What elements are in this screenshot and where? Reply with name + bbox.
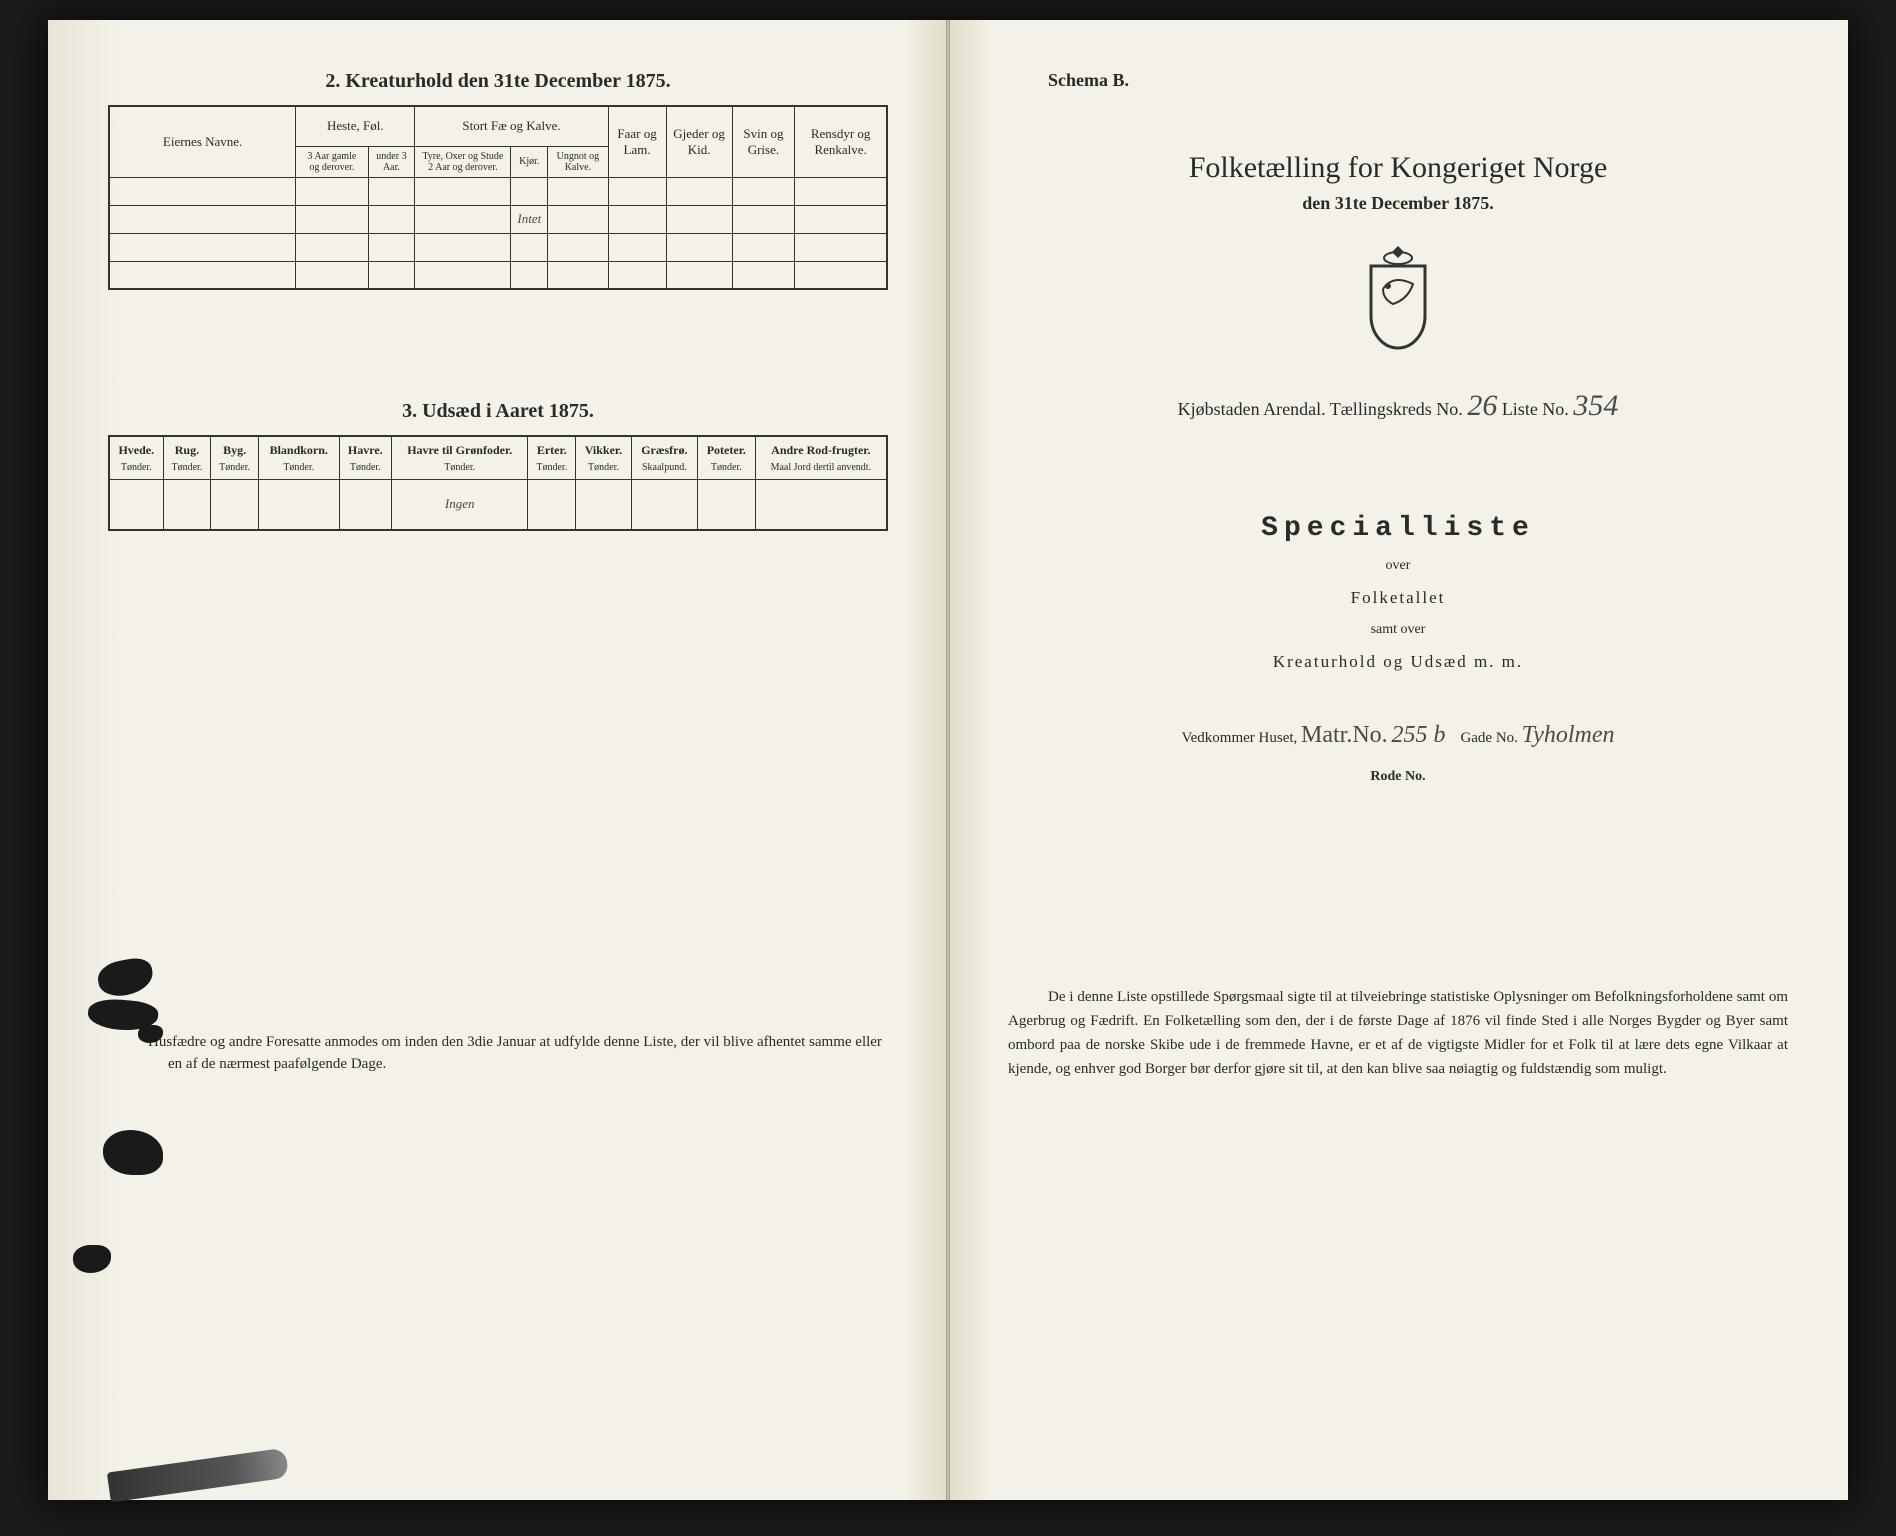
t3-cell <box>697 480 755 530</box>
specialliste-heading: Specialliste <box>1008 513 1788 544</box>
t3-cell <box>528 480 576 530</box>
bottom-paragraph: De i denne Liste opstillede Spørgsmaal s… <box>1008 985 1788 1081</box>
col-rensdyr: Rensdyr og Renkalve. <box>795 106 887 177</box>
table-cell <box>109 261 296 289</box>
vedkommer-line: Vedkommer Huset, Matr.No. 255 b Gade No.… <box>1008 722 1788 749</box>
t3-cell <box>631 480 697 530</box>
kreds-line: Kjøbstaden Arendal. Tællingskreds No. 26… <box>1008 389 1788 423</box>
t3-cell <box>339 480 391 530</box>
section-2-title: 2. Kreaturhold den 31te December 1875. <box>108 70 888 93</box>
rode-label: Rode No. <box>1008 769 1788 785</box>
schema-label: Schema B. <box>1048 70 1788 91</box>
t3-col: Havre til Grønfoder.Tønder. <box>391 436 527 480</box>
t3-cell: Ingen <box>391 480 527 530</box>
t3-col: Poteter.Tønder. <box>697 436 755 480</box>
inkblot <box>95 955 155 999</box>
table-udsaed: Hvede.Tønder.Rug.Tønder.Byg.Tønder.Bland… <box>108 435 888 531</box>
grp-heste: Heste, Føl. <box>296 106 415 146</box>
col-faar: Faar og Lam. <box>608 106 666 177</box>
t3-col: Erter.Tønder. <box>528 436 576 480</box>
section-3-title: 3. Udsæd i Aaret 1875. <box>108 400 888 423</box>
t3-cell <box>211 480 259 530</box>
ved-label: Vedkommer Huset, <box>1181 730 1297 746</box>
liste-no: 354 <box>1573 389 1618 422</box>
kjob-label: Kjøbstaden Arendal. Tællingskreds No. <box>1178 399 1463 419</box>
ved-gade-label: Gade No. <box>1460 730 1517 746</box>
pen-corner <box>107 1448 289 1503</box>
t3-col: Hvede.Tønder. <box>109 436 163 480</box>
right-page: Schema B. Folketælling for Kongeriget No… <box>948 20 1848 1500</box>
col-gjeder: Gjeder og Kid. <box>666 106 732 177</box>
page-subtitle: den 31te December 1875. <box>1008 193 1788 214</box>
t3-cell <box>755 480 887 530</box>
kreds-no: 26 <box>1467 389 1497 422</box>
stort-c: Ungnot og Kalve. <box>548 146 608 177</box>
stort-a: Tyre, Oxer og Stude 2 Aar og derover. <box>415 146 511 177</box>
footnote: Husfædre og andre Foresatte anmodes om i… <box>108 1031 888 1076</box>
stort-b: Kjør. <box>511 146 548 177</box>
table-cell <box>109 177 296 205</box>
hand-icon <box>73 1245 111 1273</box>
page-title: Folketælling for Kongeriget Norge <box>1008 151 1788 185</box>
t3-col: Byg.Tønder. <box>211 436 259 480</box>
coat-of-arms-icon <box>1008 244 1788 359</box>
col-owner: Eiernes Navne. <box>109 106 296 177</box>
t3-col: Græsfrø.Skaalpund. <box>631 436 697 480</box>
table-cell <box>109 205 296 233</box>
inkblot <box>103 1130 163 1175</box>
book-spine <box>946 20 950 1500</box>
t3-col: Rug.Tønder. <box>163 436 211 480</box>
book-spread: 2. Kreaturhold den 31te December 1875. E… <box>48 20 1848 1500</box>
t3-col: Havre.Tønder. <box>339 436 391 480</box>
col-svin: Svin og Grise. <box>732 106 795 177</box>
t3-cell <box>109 480 163 530</box>
t3-cell <box>258 480 339 530</box>
ved-gade: Tyholmen <box>1522 722 1615 748</box>
ved-matr: 255 b <box>1391 722 1445 748</box>
t3-col: Vikker.Tønder. <box>576 436 632 480</box>
over-label: over <box>1008 558 1788 574</box>
heste-b: under 3 Aar. <box>368 146 415 177</box>
liste-label: Liste No. <box>1502 399 1569 419</box>
t3-cell <box>576 480 632 530</box>
table-cell <box>109 233 296 261</box>
left-page: 2. Kreaturhold den 31te December 1875. E… <box>48 20 948 1500</box>
hand-entry: Intet <box>511 205 548 233</box>
table-kreaturhold: Eiernes Navne. Heste, Føl. Stort Fæ og K… <box>108 105 888 290</box>
t3-col: Andre Rod-frugter.Maal Jord dertil anven… <box>755 436 887 480</box>
folketallet-label: Folketallet <box>1008 588 1788 608</box>
samt-label: samt over <box>1008 622 1788 638</box>
heste-a: 3 Aar gamle og derover. <box>296 146 368 177</box>
t3-col: Blandkorn.Tønder. <box>258 436 339 480</box>
ved-matr-label: Matr.No. <box>1301 722 1388 748</box>
kreatur-label: Kreaturhold og Udsæd m. m. <box>1008 652 1788 672</box>
grp-stort: Stort Fæ og Kalve. <box>415 106 608 146</box>
t3-cell <box>163 480 211 530</box>
